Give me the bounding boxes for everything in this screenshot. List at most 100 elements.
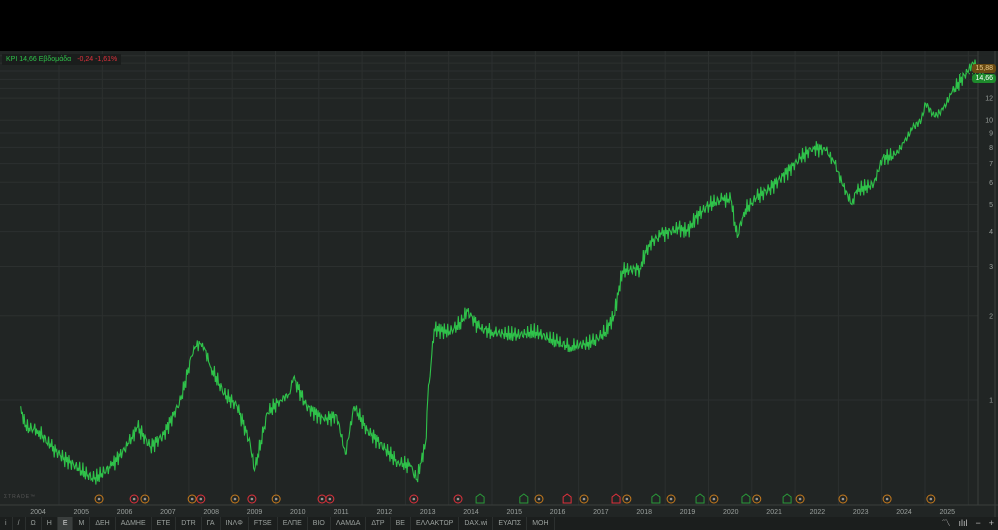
toolbar-item[interactable]: ΕΛΛΑΚΤΩΡ bbox=[411, 517, 460, 530]
y-tick-label: 5 bbox=[989, 202, 993, 209]
bar-chart-icon[interactable]: ılıl bbox=[958, 518, 968, 528]
y-tick-label: 10 bbox=[985, 118, 993, 125]
dividend-icon bbox=[230, 494, 240, 504]
toolbar-item[interactable]: ΕΛΠΕ bbox=[278, 517, 308, 530]
event-marker-D bbox=[882, 494, 892, 504]
toolbar-item[interactable]: ΔΤΡ bbox=[366, 517, 391, 530]
x-tick-label: 2009 bbox=[247, 509, 263, 516]
event-dot bbox=[320, 497, 324, 501]
dividend-icon bbox=[187, 494, 197, 504]
event-dot bbox=[143, 497, 147, 501]
dividend-icon bbox=[534, 494, 544, 504]
x-tick-label: 2006 bbox=[117, 509, 133, 516]
toolbar-item[interactable]: i bbox=[0, 517, 13, 530]
x-tick-label: 2004 bbox=[30, 509, 46, 516]
dividend-icon bbox=[882, 494, 892, 504]
x-tick-label: 2021 bbox=[766, 509, 782, 516]
earnings-icon bbox=[651, 493, 661, 504]
event-marker-E- bbox=[562, 493, 572, 504]
event-dot bbox=[798, 497, 802, 501]
split-icon bbox=[247, 494, 257, 504]
dividend-icon bbox=[752, 494, 762, 504]
x-tick-label: 2020 bbox=[723, 509, 739, 516]
event-marker-E+ bbox=[519, 493, 529, 504]
toolbar-item[interactable]: DAX.wi bbox=[459, 517, 494, 530]
event-dot bbox=[190, 497, 194, 501]
x-tick-label: 2019 bbox=[680, 509, 696, 516]
toolbar-item[interactable]: ΔΕΗ bbox=[90, 517, 116, 530]
event-dot bbox=[625, 497, 629, 501]
x-tick-label: 2024 bbox=[896, 509, 912, 516]
legend-symbol: ΚΡΙ 14,66 Εβδομάδα bbox=[6, 56, 72, 63]
toolbar-item[interactable]: ΕΥΑΠΣ bbox=[493, 517, 528, 530]
earnings-icon bbox=[695, 493, 705, 504]
symbol-toolbar: i / Ω Η Ε Μ ΔΕΗ ΑΔΜΗΕ ΕΤΕ DTR ΓΑ ΙΝΛΦ FTSE ΕΛΠΕ ΒΙΟ ΛΑΜ… bbox=[0, 517, 998, 530]
event-marker-E+ bbox=[695, 493, 705, 504]
event-marker-D bbox=[94, 494, 104, 504]
event-dot bbox=[537, 497, 541, 501]
earnings-icon bbox=[562, 493, 572, 504]
toolbar-item[interactable]: FTSE bbox=[249, 517, 278, 530]
x-tick-label: 2010 bbox=[290, 509, 306, 516]
x-tick-label: 2017 bbox=[593, 509, 609, 516]
line-chart-icon[interactable]: 〽 bbox=[941, 518, 951, 528]
event-marker-D bbox=[534, 494, 544, 504]
event-marker-S bbox=[247, 494, 257, 504]
chart-area[interactable]: 1 2 3 4 5 6 7 8 9 10 12 2004 2005 2006 2007 2008 2009 201… bbox=[0, 51, 998, 530]
event-marker-D bbox=[926, 494, 936, 504]
dividend-icon bbox=[709, 494, 719, 504]
dividend-icon bbox=[271, 494, 281, 504]
last-price-badge: 14,66 bbox=[972, 74, 996, 83]
toolbar-item[interactable]: / bbox=[13, 517, 26, 530]
x-tick-label: 2012 bbox=[377, 509, 393, 516]
y-tick-label: 9 bbox=[989, 131, 993, 138]
toolbar-item[interactable]: ΜΟΗ bbox=[527, 517, 555, 530]
toolbar-item[interactable]: Η bbox=[42, 517, 58, 530]
zoom-out-button[interactable]: − bbox=[975, 518, 981, 528]
toolbar-item[interactable]: ΑΔΜΗΕ bbox=[116, 517, 152, 530]
event-marker-D bbox=[579, 494, 589, 504]
toolbar-item[interactable]: ΒΕ bbox=[391, 517, 411, 530]
split-icon bbox=[129, 494, 139, 504]
event-marker-D bbox=[271, 494, 281, 504]
event-marker-E+ bbox=[782, 493, 792, 504]
event-dot bbox=[885, 497, 889, 501]
earnings-icon bbox=[782, 493, 792, 504]
dividend-icon bbox=[838, 494, 848, 504]
toolbar-item[interactable]: DTR bbox=[176, 517, 202, 530]
dividend-icon bbox=[94, 494, 104, 504]
dividend-icon bbox=[579, 494, 589, 504]
event-marker-D bbox=[709, 494, 719, 504]
event-dot bbox=[97, 497, 101, 501]
chart-controls: 〽 ılıl − + bbox=[941, 517, 994, 530]
high-price-badge: 15,88 bbox=[972, 64, 996, 73]
toolbar-item[interactable]: Ε bbox=[57, 517, 74, 530]
toolbar-item[interactable]: ΓΑ bbox=[202, 517, 221, 530]
y-tick-label: 1 bbox=[989, 398, 993, 405]
event-dot bbox=[669, 497, 673, 501]
event-marker-E- bbox=[611, 493, 621, 504]
event-marker-D bbox=[187, 494, 197, 504]
x-tick-label: 2016 bbox=[550, 509, 566, 516]
x-tick-label: 2018 bbox=[636, 509, 652, 516]
event-dot bbox=[274, 497, 278, 501]
event-marker-S bbox=[196, 494, 206, 504]
dividend-icon bbox=[140, 494, 150, 504]
x-tick-label: 2025 bbox=[940, 509, 956, 516]
event-marker-D bbox=[838, 494, 848, 504]
earnings-icon bbox=[475, 493, 485, 504]
x-tick-label: 2008 bbox=[203, 509, 219, 516]
event-marker-E+ bbox=[651, 493, 661, 504]
toolbar-item[interactable]: ΛΑΜΔΑ bbox=[331, 517, 367, 530]
zoom-in-button[interactable]: + bbox=[988, 518, 994, 528]
brand-watermark: ΣTRADE™ bbox=[4, 494, 37, 500]
toolbar-item[interactable]: Ω bbox=[26, 517, 42, 530]
toolbar-item[interactable]: ΙΝΛΦ bbox=[221, 517, 249, 530]
toolbar-item[interactable]: ΕΤΕ bbox=[152, 517, 177, 530]
earnings-icon bbox=[611, 493, 621, 504]
event-dot bbox=[929, 497, 933, 501]
toolbar-item[interactable]: Μ bbox=[73, 517, 91, 530]
toolbar-item[interactable]: ΒΙΟ bbox=[308, 517, 331, 530]
y-tick-label: 3 bbox=[989, 264, 993, 271]
